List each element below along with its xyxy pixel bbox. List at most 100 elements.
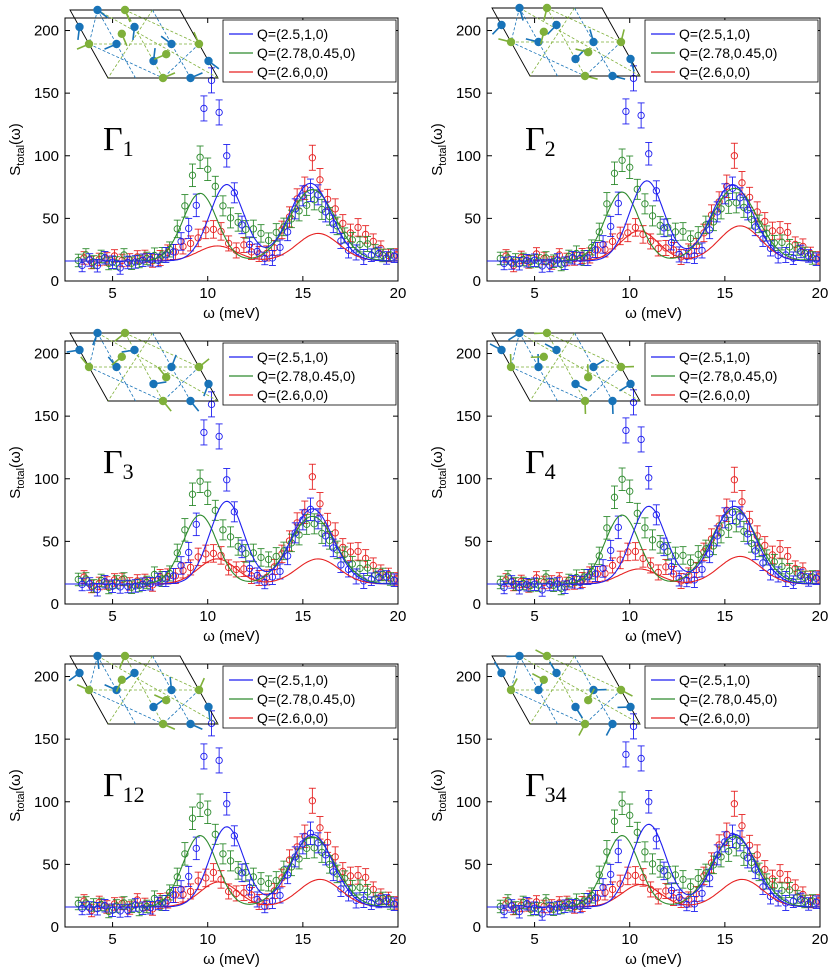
spin-site-blue	[130, 22, 139, 32]
data-point-green	[747, 539, 756, 548]
plot-content	[487, 389, 820, 597]
data-point-green	[105, 907, 113, 916]
spin-site-green	[84, 685, 94, 695]
lattice-cell-outline	[491, 7, 641, 77]
x-tick-label: 10	[199, 608, 216, 625]
data-point-green	[679, 551, 687, 560]
irrep-label-sub: 2	[545, 136, 556, 161]
spin-site-green	[194, 39, 204, 49]
data-point-green	[181, 202, 189, 210]
y-axis-label-main: S	[7, 489, 24, 499]
lattice-bond	[88, 366, 164, 402]
spin-site-green	[616, 685, 626, 695]
data-point-blue	[215, 432, 223, 441]
data-point-red	[616, 556, 624, 564]
lattice-bond	[574, 332, 613, 402]
irrep-label-sub: 4	[545, 459, 556, 484]
data-point-green	[793, 569, 801, 577]
x-tick-label: 15	[717, 931, 734, 948]
legend-label: Q=(2.6,0,0)	[679, 64, 750, 80]
data-point-green	[371, 247, 379, 255]
lattice-bond	[510, 689, 586, 725]
lattice-bond	[546, 655, 622, 691]
irrep-label: Γ3	[103, 444, 134, 484]
lattice-bond	[107, 332, 153, 402]
spin-site-green	[158, 719, 168, 729]
y-tick-label: 100	[34, 794, 59, 811]
data-point-green	[264, 879, 273, 888]
data-point-blue	[721, 838, 729, 846]
data-point-red	[608, 237, 617, 246]
plot-content	[487, 713, 820, 921]
data-point-blue	[215, 108, 223, 117]
data-point-green	[664, 871, 672, 880]
legend-label: Q=(2.78,0.45,0)	[257, 368, 355, 384]
data-point-red	[224, 563, 233, 572]
data-point-blue	[538, 262, 546, 270]
lattice-inset	[489, 328, 641, 415]
lattice-bond	[107, 655, 153, 725]
data-point-blue	[797, 895, 805, 904]
data-point-red	[331, 529, 339, 537]
y-tick-label: 200	[456, 669, 481, 686]
data-point-blue	[568, 902, 577, 910]
data-point-red	[608, 561, 617, 570]
data-point-green	[618, 475, 626, 483]
data-point-red	[362, 873, 370, 882]
spin-site-green	[539, 27, 548, 36]
data-point-blue	[108, 258, 117, 266]
data-point-blue	[607, 870, 615, 879]
y-tick-label: 0	[51, 919, 59, 936]
data-point-green	[740, 851, 748, 860]
x-tick-label: 10	[199, 931, 216, 948]
data-point-blue	[245, 564, 254, 573]
data-point-green	[74, 575, 82, 584]
lattice-bond	[546, 7, 586, 77]
data-point-green	[310, 844, 318, 852]
data-point-green	[770, 239, 778, 247]
data-point-green	[226, 214, 235, 222]
data-point-blue	[667, 562, 676, 571]
data-point-green	[679, 227, 687, 236]
y-axis-label: Stotal(ω)	[429, 446, 449, 499]
legend-label: Q=(2.5,1,0)	[679, 349, 750, 365]
y-axis-label-rest: (ω)	[429, 123, 446, 145]
data-point-green	[572, 573, 581, 582]
data-point-green	[588, 243, 596, 252]
data-point-blue	[276, 567, 284, 576]
data-point-green	[272, 228, 280, 237]
data-point-green	[112, 259, 121, 267]
data-point-green	[618, 156, 626, 164]
spin-site-blue	[186, 396, 195, 406]
irrep-label: Γ4	[525, 444, 556, 484]
data-point-green	[386, 899, 395, 907]
x-tick-label: 5	[530, 931, 538, 948]
legend-label: Q=(2.6,0,0)	[679, 710, 750, 726]
irrep-label: Γ12	[103, 767, 145, 807]
data-point-green	[196, 153, 204, 161]
data-point-green	[732, 518, 740, 526]
data-point-blue	[652, 187, 661, 195]
data-point-red	[186, 239, 195, 248]
data-point-green	[580, 573, 588, 581]
data-point-green	[778, 238, 786, 247]
data-point-green	[725, 199, 733, 208]
data-point-blue	[200, 104, 208, 113]
data-point-blue	[645, 150, 653, 158]
spin-site-blue	[497, 345, 506, 355]
plot-content	[65, 391, 398, 597]
spin-site-green	[194, 685, 204, 695]
irrep-label-main: Γ	[525, 767, 545, 804]
data-point-green	[257, 877, 265, 886]
fit_blue-curve	[65, 500, 398, 585]
data-point-blue	[766, 244, 775, 253]
legend-label: Q=(2.6,0,0)	[257, 710, 328, 726]
y-axis-label-sub: total	[437, 791, 449, 812]
data-point-green	[542, 573, 550, 581]
data-point-red	[255, 898, 263, 906]
data-point-red	[601, 888, 609, 897]
y-tick-label: 200	[34, 23, 59, 40]
data-point-green	[226, 533, 235, 541]
spin-site-blue	[626, 54, 635, 64]
